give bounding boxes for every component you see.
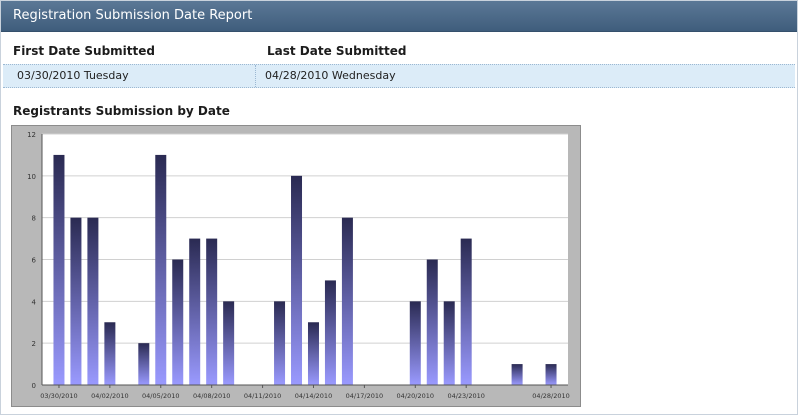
y-tick-label: 4 xyxy=(32,298,37,306)
last-date-value: 04/28/2010 Wednesday xyxy=(265,69,396,82)
bar xyxy=(70,217,82,385)
y-tick-label: 6 xyxy=(32,257,37,265)
bar xyxy=(460,238,472,385)
y-tick-label: 12 xyxy=(27,131,36,139)
last-date-header: Last Date Submitted xyxy=(267,44,407,58)
bar xyxy=(274,301,286,385)
title-bar: Registration Submission Date Report xyxy=(1,1,797,32)
bar xyxy=(172,259,184,385)
bar xyxy=(206,238,218,385)
chart-title: Registrants Submission by Date xyxy=(13,104,230,118)
y-tick-label: 0 xyxy=(32,382,36,390)
bar xyxy=(426,259,438,385)
x-tick-label: 04/17/2010 xyxy=(346,392,383,400)
bar xyxy=(409,301,421,385)
bar xyxy=(138,343,150,385)
y-tick-label: 10 xyxy=(27,173,36,181)
bar xyxy=(53,154,65,385)
window-title: Registration Submission Date Report xyxy=(13,8,253,23)
bar xyxy=(545,364,557,385)
bar xyxy=(87,217,99,385)
chart-frame: 0 2 4 6 8 10 12 03/30/2010 04/02/2010 04/05/2010 0… xyxy=(11,125,581,407)
bar xyxy=(443,301,455,385)
column-divider xyxy=(255,65,256,87)
bar xyxy=(307,322,319,385)
x-tick-label: 04/14/2010 xyxy=(295,392,332,400)
y-tick-label: 2 xyxy=(32,340,36,348)
bar xyxy=(341,217,353,385)
x-tick-label: 04/28/2010 xyxy=(532,392,569,400)
bar xyxy=(155,154,167,385)
first-date-value: 03/30/2010 Tuesday xyxy=(17,69,129,82)
x-tick-label: 04/08/2010 xyxy=(193,392,230,400)
bar xyxy=(291,175,303,385)
bar xyxy=(104,322,116,385)
bar xyxy=(324,280,336,385)
x-tick-label: 04/23/2010 xyxy=(447,392,484,400)
summary-row: 03/30/2010 Tuesday 04/28/2010 Wednesday xyxy=(3,64,795,88)
x-tick-label: 04/20/2010 xyxy=(397,392,434,400)
x-tick-label: 04/05/2010 xyxy=(142,392,179,400)
bar-chart: 0 2 4 6 8 10 12 03/30/2010 04/02/2010 04/05/2010 0… xyxy=(27,131,570,400)
x-tick-label: 03/30/2010 xyxy=(40,392,77,400)
bar xyxy=(189,238,201,385)
x-tick-label: 04/02/2010 xyxy=(91,392,128,400)
bar xyxy=(511,364,523,385)
x-tick-label: 04/11/2010 xyxy=(244,392,281,400)
y-tick-label: 8 xyxy=(32,215,36,223)
bar xyxy=(223,301,235,385)
first-date-header: First Date Submitted xyxy=(13,44,155,58)
